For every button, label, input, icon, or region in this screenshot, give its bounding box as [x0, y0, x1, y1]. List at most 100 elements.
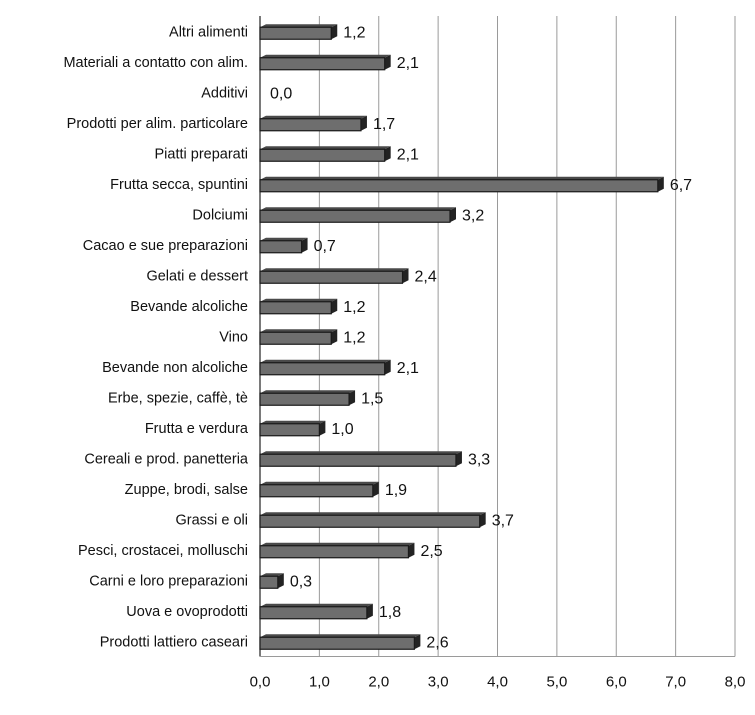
category-label: Cereali e prod. panetteria — [84, 451, 249, 467]
category-label: Dolciumi — [192, 207, 248, 223]
data-label: 1,8 — [379, 604, 401, 621]
data-label: 0,0 — [270, 85, 292, 102]
bar — [259, 301, 332, 315]
bar — [259, 392, 350, 406]
bar-top — [260, 573, 284, 577]
bar — [259, 331, 332, 345]
data-labels: 1,22,10,01,72,16,73,20,72,41,21,22,11,51… — [270, 24, 692, 651]
bar — [259, 362, 386, 376]
bar-side — [384, 54, 391, 70]
data-label: 2,1 — [397, 360, 419, 377]
bar-top — [260, 481, 379, 485]
x-tick-label: 4,0 — [487, 674, 508, 691]
x-tick-label: 2,0 — [368, 674, 389, 691]
bar-side — [384, 146, 391, 162]
bar — [259, 484, 374, 498]
data-label: 1,2 — [343, 299, 365, 316]
category-label: Pesci, crostacei, molluschi — [78, 543, 248, 559]
bar-top — [260, 451, 462, 455]
bar — [259, 26, 332, 40]
bar — [259, 148, 386, 162]
data-label: 2,6 — [426, 634, 448, 651]
bar-top — [260, 329, 338, 333]
data-label: 2,5 — [420, 543, 442, 560]
category-label: Grassi e oli — [175, 512, 248, 528]
data-label: 1,0 — [331, 421, 353, 438]
category-label: Carni e loro preparazioni — [89, 573, 248, 589]
bar-side — [402, 268, 409, 284]
bar-side — [408, 542, 415, 558]
bar-side — [479, 512, 486, 528]
x-tick-label: 8,0 — [725, 674, 746, 691]
bar-side — [319, 420, 326, 436]
data-label: 3,3 — [468, 451, 490, 468]
bar-side — [301, 237, 308, 253]
bars — [259, 24, 664, 650]
bar-side — [414, 634, 421, 650]
x-tick-label: 1,0 — [309, 674, 330, 691]
bar-side — [331, 298, 338, 314]
bar — [259, 240, 303, 254]
bar-top — [260, 420, 326, 424]
bar — [259, 118, 362, 132]
bar-side — [384, 359, 391, 375]
bar-top — [260, 603, 373, 607]
category-label: Prodotti lattiero caseari — [100, 634, 248, 650]
bar-top — [260, 634, 421, 638]
bar — [259, 575, 279, 589]
bar — [259, 179, 659, 193]
data-label: 3,2 — [462, 207, 484, 224]
category-label: Cacao e sue preparazioni — [83, 238, 248, 254]
data-label: 2,1 — [397, 146, 419, 163]
bar-top — [260, 176, 664, 180]
category-label: Frutta secca, spuntini — [110, 177, 248, 193]
bar-side — [331, 329, 338, 345]
bar-top — [260, 146, 391, 150]
category-label: Vino — [219, 329, 248, 345]
bar-side — [360, 115, 367, 131]
data-label: 1,2 — [343, 24, 365, 41]
data-label: 6,7 — [670, 177, 692, 194]
category-label: Bevande alcoliche — [130, 299, 248, 315]
category-label: Altri alimenti — [169, 24, 248, 40]
data-label: 3,7 — [492, 512, 514, 529]
x-tick-label: 3,0 — [428, 674, 449, 691]
x-tick-label: 5,0 — [546, 674, 567, 691]
bar — [259, 209, 451, 223]
bar — [259, 270, 404, 284]
bar-top — [260, 359, 391, 363]
bar — [259, 453, 457, 467]
data-label: 1,7 — [373, 116, 395, 133]
bar-side — [455, 451, 462, 467]
bar-top — [260, 54, 391, 58]
bar-top — [260, 512, 486, 516]
category-label: Gelati e dessert — [146, 268, 248, 284]
bar-side — [450, 207, 456, 223]
category-label: Frutta e verdura — [145, 421, 249, 437]
bar-top — [260, 237, 308, 241]
category-label: Zuppe, brodi, salse — [125, 482, 248, 498]
data-label: 2,4 — [415, 268, 437, 285]
bar-side — [349, 390, 356, 406]
bar-side — [277, 573, 284, 589]
bar — [259, 57, 386, 71]
bar-top — [260, 542, 415, 546]
bar-top — [260, 390, 356, 394]
bar-top — [260, 115, 367, 119]
x-tick-label: 7,0 — [665, 674, 686, 691]
bar — [259, 514, 481, 528]
x-tick-label: 6,0 — [606, 674, 627, 691]
category-label: Prodotti per alim. particolare — [67, 116, 248, 132]
bar-top — [260, 268, 409, 272]
bar — [259, 545, 410, 559]
data-label: 0,7 — [314, 238, 336, 255]
category-label: Uova e ovoprodotti — [126, 604, 248, 620]
bar-side — [366, 603, 373, 619]
data-label: 1,9 — [385, 482, 407, 499]
bar — [259, 423, 320, 437]
category-label: Erbe, spezie, caffè, tè — [108, 390, 248, 406]
bar-side — [372, 481, 379, 497]
category-labels: Altri alimenti Materiali a contatto con a… — [63, 24, 248, 650]
bar-side — [331, 24, 338, 40]
